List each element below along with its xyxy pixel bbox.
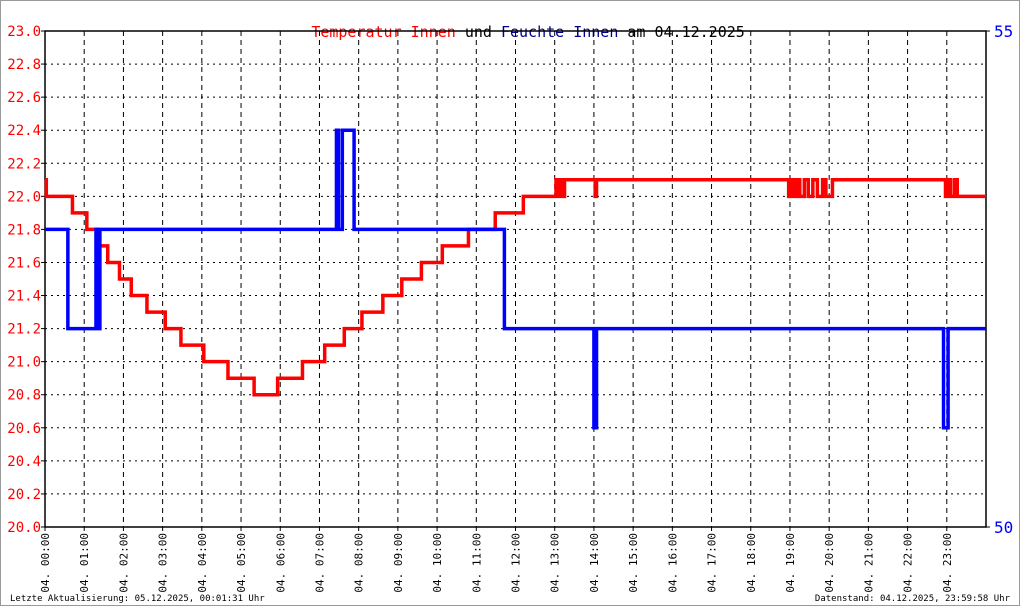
x-tick-label: 04. 15:00 bbox=[627, 533, 640, 593]
series-temperature-line bbox=[44, 178, 986, 397]
x-tick-label: 04. 04:00 bbox=[196, 533, 209, 593]
x-tick-label: 04. 21:00 bbox=[862, 533, 875, 593]
x-tick-label: 04. 06:00 bbox=[274, 533, 287, 593]
x-tick-label: 04. 01:00 bbox=[78, 533, 91, 593]
y-left-tick-label: 20.0 bbox=[7, 520, 41, 536]
x-tick-label: 04. 10:00 bbox=[431, 533, 444, 593]
y-left-tick-label: 21.4 bbox=[7, 289, 41, 305]
x-tick-label: 04. 18:00 bbox=[745, 533, 758, 593]
x-tick-label: 04. 07:00 bbox=[313, 533, 326, 593]
x-tick-label: 04. 09:00 bbox=[392, 533, 405, 593]
y-left-tick-label: 22.0 bbox=[7, 189, 41, 205]
y-left-tick-label: 21.6 bbox=[7, 255, 41, 271]
plot-frame bbox=[44, 30, 987, 528]
y-left-tick-label: 20.2 bbox=[7, 487, 41, 503]
title-humidity: Feuchte Innen bbox=[500, 23, 619, 41]
x-tick-label: 04. 11:00 bbox=[470, 533, 483, 593]
title-date: am 04.12.2025 bbox=[627, 23, 745, 41]
data-status-text: Datenstand: 04.12.2025, 23:59:58 Uhr bbox=[814, 594, 1010, 604]
y-left-tick-label: 20.8 bbox=[7, 388, 41, 404]
x-tick-label: 04. 16:00 bbox=[666, 533, 679, 593]
x-tick-label: 04. 22:00 bbox=[902, 533, 915, 593]
x-tick-label: 04. 12:00 bbox=[510, 533, 523, 593]
x-tick-label: 04. 23:00 bbox=[941, 533, 954, 593]
x-tick-label: 04. 03:00 bbox=[157, 533, 170, 593]
x-tick-label: 04. 19:00 bbox=[784, 533, 797, 593]
last-update-text: Letzte Aktualisierung: 05.12.2025, 00:01… bbox=[10, 594, 265, 604]
y-left-tick-label: 21.8 bbox=[7, 222, 41, 238]
y-left-tick-label: 22.8 bbox=[7, 57, 41, 73]
x-tick-label: 04. 20:00 bbox=[823, 533, 836, 593]
y-left-tick-label: 22.4 bbox=[7, 123, 41, 139]
y-right-tick-label: 50 bbox=[994, 518, 1013, 537]
x-tick-label: 04. 02:00 bbox=[117, 533, 130, 593]
y-left-tick-label: 21.0 bbox=[7, 355, 41, 371]
series-humidity-line bbox=[45, 128, 986, 430]
title-temperature: Temperatur Innen bbox=[311, 23, 456, 41]
y-left-tick-label: 22.6 bbox=[7, 90, 41, 106]
x-tick-label: 04. 00:00 bbox=[39, 533, 52, 593]
x-tick-label: 04. 08:00 bbox=[353, 533, 366, 593]
x-tick-label: 04. 05:00 bbox=[235, 533, 248, 593]
y-left-tick-label: 22.2 bbox=[7, 156, 41, 172]
y-left-tick-label: 20.6 bbox=[7, 421, 41, 437]
y-left-tick-label: 23.0 bbox=[7, 24, 41, 40]
x-tick-label: 04. 14:00 bbox=[588, 533, 601, 593]
title-und: und bbox=[464, 23, 492, 41]
y-left-tick-label: 20.4 bbox=[7, 454, 41, 470]
y-right-tick-label: 55 bbox=[994, 22, 1013, 41]
x-tick-label: 04. 17:00 bbox=[706, 533, 719, 593]
chart-title: Temperatur Innen und Feuchte Innen am 04… bbox=[1, 5, 1019, 59]
y-left-tick-label: 21.2 bbox=[7, 322, 41, 338]
x-tick-label: 04. 13:00 bbox=[549, 533, 562, 593]
